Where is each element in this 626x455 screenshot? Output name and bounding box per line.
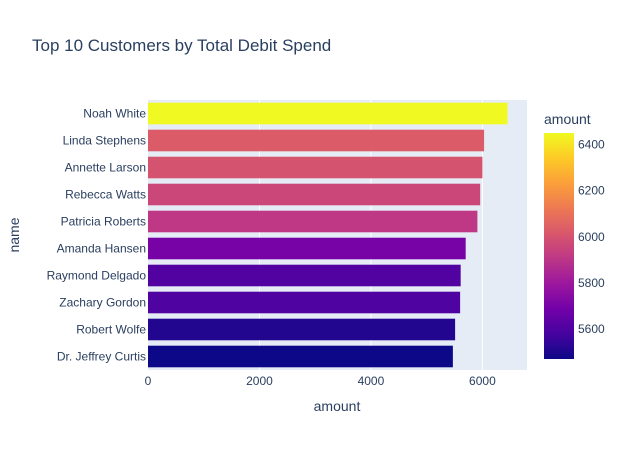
bar[interactable] bbox=[148, 318, 456, 341]
bar[interactable] bbox=[148, 102, 508, 125]
colorbar-title: amount bbox=[544, 111, 591, 127]
bar[interactable] bbox=[148, 156, 483, 179]
x-axis-title: amount bbox=[314, 398, 361, 414]
x-tick-label: 2000 bbox=[246, 374, 273, 388]
colorbar bbox=[544, 133, 574, 359]
colorbar-tick-label: 6400 bbox=[578, 138, 605, 152]
bars bbox=[148, 102, 508, 368]
colorbar-ticks: 5600 5800 6000 6200 6400 bbox=[578, 138, 605, 336]
bar[interactable] bbox=[148, 210, 478, 233]
y-tick-label: Linda Stephens bbox=[63, 134, 146, 148]
y-tick-label: Zachary Gordon bbox=[59, 296, 146, 310]
y-tick-label: Raymond Delgado bbox=[47, 269, 147, 283]
bar[interactable] bbox=[148, 264, 461, 287]
y-tick-label: Rebecca Watts bbox=[65, 188, 146, 202]
chart-title: Top 10 Customers by Total Debit Spend bbox=[32, 36, 331, 55]
bar[interactable] bbox=[148, 183, 481, 206]
bar[interactable] bbox=[148, 129, 485, 152]
y-tick-label: Dr. Jeffrey Curtis bbox=[57, 350, 146, 364]
y-tick-label: Annette Larson bbox=[65, 161, 146, 175]
y-tick-label: Patricia Roberts bbox=[61, 215, 146, 229]
y-axis-title: name bbox=[6, 217, 22, 252]
bar[interactable] bbox=[148, 345, 453, 368]
colorbar-tick-label: 6200 bbox=[578, 184, 605, 198]
x-tick-label: 0 bbox=[145, 374, 152, 388]
x-tick-labels: 0 2000 4000 6000 bbox=[145, 374, 496, 388]
x-tick-label: 4000 bbox=[358, 374, 385, 388]
x-tick-label: 6000 bbox=[469, 374, 496, 388]
y-tick-labels: Noah White Linda Stephens Annette Larson Re… bbox=[47, 107, 147, 364]
y-tick-label: Amanda Hansen bbox=[57, 242, 146, 256]
colorbar-tick-label: 5600 bbox=[578, 322, 605, 336]
y-tick-label: Robert Wolfe bbox=[76, 323, 146, 337]
bar[interactable] bbox=[148, 237, 466, 260]
bar[interactable] bbox=[148, 291, 461, 314]
colorbar-tick-label: 6000 bbox=[578, 230, 605, 244]
colorbar-tick-label: 5800 bbox=[578, 276, 605, 290]
y-tick-label: Noah White bbox=[83, 107, 146, 121]
